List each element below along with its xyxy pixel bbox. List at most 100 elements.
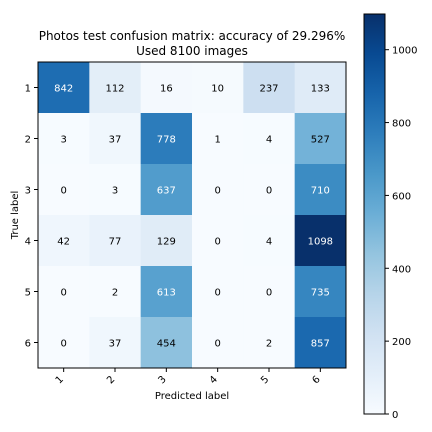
x-axis-label: Predicted label bbox=[155, 391, 229, 402]
heatmap-cell bbox=[89, 266, 142, 318]
colorbar-tick-label: 600 bbox=[392, 191, 411, 202]
heatmap-cell bbox=[192, 62, 244, 114]
heatmap-cell bbox=[38, 62, 90, 114]
colorbar-ticks: 0 200 400 600 800 1000 bbox=[385, 46, 417, 421]
cell-value-label: 735 bbox=[311, 288, 330, 299]
heatmap-cell bbox=[294, 317, 347, 369]
x-tick-label: 3 bbox=[156, 374, 168, 386]
heatmap-cell bbox=[140, 215, 193, 267]
cell-value-label: 857 bbox=[311, 339, 330, 350]
cell-value-label: 527 bbox=[311, 135, 330, 146]
heatmap-cell bbox=[243, 317, 296, 369]
heatmap-cells bbox=[38, 62, 347, 369]
heatmap-cell bbox=[192, 215, 244, 267]
x-tick-label: 5 bbox=[259, 374, 271, 386]
cell-value-label: 0 bbox=[266, 288, 272, 299]
cell-value-label: 3 bbox=[112, 186, 118, 197]
plot-frame bbox=[37, 61, 347, 369]
y-axis-label: True label bbox=[10, 191, 21, 241]
cell-value-label: 0 bbox=[60, 339, 66, 350]
heatmap-cell bbox=[89, 164, 142, 216]
heatmap-cell bbox=[38, 215, 90, 267]
cell-value-label: 0 bbox=[214, 288, 220, 299]
y-axis-ticks: 1 2 3 4 5 6 bbox=[25, 84, 38, 350]
cell-value-label: 37 bbox=[109, 135, 122, 146]
heatmap-cell bbox=[294, 62, 347, 114]
heatmap-cell bbox=[294, 164, 347, 216]
heatmap-cell bbox=[140, 164, 193, 216]
heatmap-cell bbox=[294, 113, 347, 165]
y-tick-label: 3 bbox=[25, 186, 31, 197]
x-tick-label: 6 bbox=[310, 374, 322, 386]
cell-value-label: 0 bbox=[214, 237, 220, 248]
cell-value-label: 112 bbox=[105, 84, 124, 95]
cell-value-label: 237 bbox=[259, 84, 278, 95]
cell-value-label: 1 bbox=[214, 135, 220, 146]
heatmap-cell bbox=[192, 164, 244, 216]
heatmap-cell bbox=[140, 266, 193, 318]
cell-value-label: 1098 bbox=[308, 237, 333, 248]
cell-value-label: 0 bbox=[214, 186, 220, 197]
x-axis-ticks: 1 2 3 4 5 6 bbox=[54, 368, 323, 386]
heatmap-cell bbox=[89, 113, 142, 165]
cell-value-label: 0 bbox=[60, 186, 66, 197]
y-tick-label: 4 bbox=[25, 237, 31, 248]
heatmap-cell bbox=[89, 317, 142, 369]
heatmap-cell bbox=[192, 266, 244, 318]
cell-value-label: 16 bbox=[160, 84, 173, 95]
heatmap-cell bbox=[243, 113, 296, 165]
chart-title: Photos test confusion matrix: accuracy o… bbox=[38, 29, 346, 43]
cell-value-label: 0 bbox=[60, 288, 66, 299]
cell-value-label: 133 bbox=[311, 84, 330, 95]
colorbar-tick-label: 1000 bbox=[392, 46, 417, 57]
cell-value-label: 710 bbox=[311, 186, 330, 197]
heatmap-cell bbox=[89, 215, 142, 267]
heatmap-cell bbox=[294, 215, 347, 267]
heatmap-cell bbox=[243, 62, 296, 114]
cell-value-label: 0 bbox=[214, 339, 220, 350]
heatmap-cell bbox=[89, 62, 142, 114]
colorbar-tick-label: 0 bbox=[392, 410, 398, 421]
cell-value-label: 37 bbox=[109, 339, 122, 350]
heatmap-cell bbox=[192, 113, 244, 165]
y-tick-label: 5 bbox=[25, 288, 31, 299]
heatmap-cell bbox=[38, 113, 90, 165]
heatmap-cell bbox=[140, 317, 193, 369]
heatmap-cell bbox=[38, 164, 90, 216]
cell-value-label: 778 bbox=[157, 135, 176, 146]
heatmap-cell bbox=[140, 113, 193, 165]
heatmap-cell bbox=[243, 215, 296, 267]
cell-value-label: 77 bbox=[109, 237, 122, 248]
cell-value-label: 613 bbox=[157, 288, 176, 299]
cell-value-label: 129 bbox=[157, 237, 176, 248]
colorbar-tick-label: 400 bbox=[392, 264, 411, 275]
cell-value-label: 4 bbox=[266, 237, 272, 248]
heatmap-cell bbox=[140, 62, 193, 114]
heatmap-cell bbox=[192, 317, 244, 369]
colorbar-tick-label: 200 bbox=[392, 337, 411, 348]
cell-value-label: 10 bbox=[211, 84, 224, 95]
x-tick-label: 4 bbox=[208, 374, 220, 386]
cell-value-label: 42 bbox=[57, 237, 70, 248]
colorbar bbox=[363, 13, 386, 415]
heatmap-cell bbox=[243, 266, 296, 318]
heatmap-cell bbox=[38, 266, 90, 318]
y-tick-label: 1 bbox=[25, 84, 31, 95]
cell-value-label: 2 bbox=[266, 339, 272, 350]
heatmap-cell bbox=[294, 266, 347, 318]
cell-value-label: 0 bbox=[266, 186, 272, 197]
chart-subtitle: Used 8100 images bbox=[136, 44, 248, 58]
cell-value-label: 3 bbox=[60, 135, 66, 146]
colorbar-tick-label: 800 bbox=[392, 119, 411, 130]
x-tick-label: 2 bbox=[105, 374, 117, 386]
cell-value-label: 842 bbox=[54, 84, 73, 95]
x-tick-label: 1 bbox=[54, 374, 66, 386]
cell-value-label: 4 bbox=[266, 135, 272, 146]
cell-value-label: 637 bbox=[157, 186, 176, 197]
y-tick-label: 2 bbox=[25, 135, 31, 146]
heatmap-cell bbox=[38, 317, 90, 369]
y-tick-label: 6 bbox=[25, 339, 31, 350]
cell-value-label: 454 bbox=[157, 339, 176, 350]
cell-value-label: 2 bbox=[112, 288, 118, 299]
